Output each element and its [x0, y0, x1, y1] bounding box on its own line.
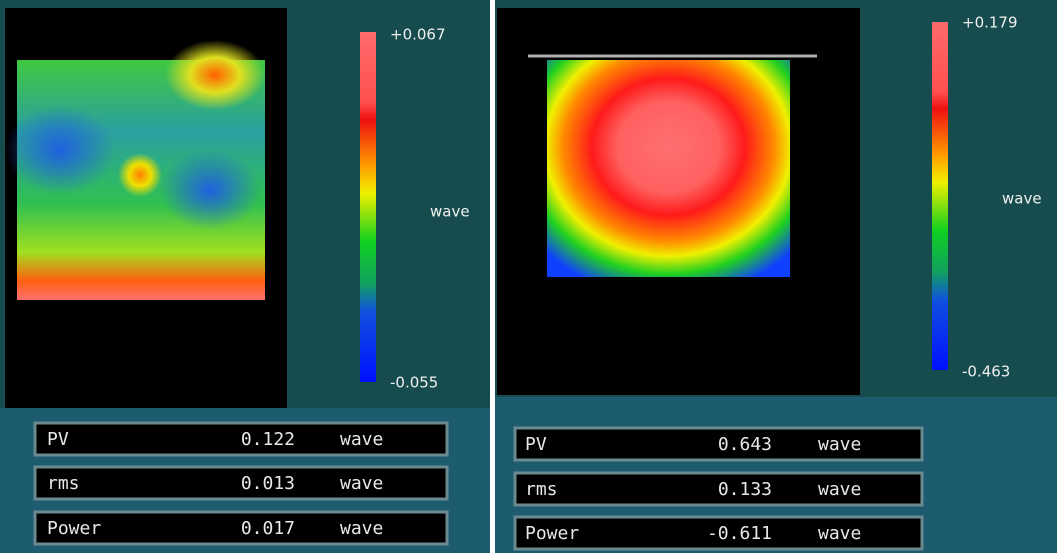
stat-value: 0.643: [718, 434, 772, 455]
scale-min: -0.463: [962, 363, 1010, 381]
scale-max: +0.067: [390, 26, 446, 44]
stat-unit: wave: [818, 523, 861, 544]
stat-box: [513, 515, 924, 551]
color-bar: [932, 22, 948, 370]
map-region: [5, 105, 115, 195]
scale-min: -0.055: [390, 374, 438, 392]
scale-max: +0.179: [962, 14, 1018, 32]
stat-box: [513, 426, 924, 462]
stat-unit: wave: [340, 473, 383, 494]
stat-unit: wave: [818, 479, 861, 500]
surface-map: [547, 60, 790, 277]
map-region: [165, 40, 265, 110]
stat-label: Power: [47, 518, 101, 539]
stat-box: [33, 465, 449, 501]
labels: +0.067 wave -0.055 PV 0.122 wave rms 0.013 wave P…: [33, 14, 1042, 551]
stat-unit: wave: [818, 434, 861, 455]
stat-box: [513, 471, 924, 507]
map-region: [160, 150, 260, 230]
stat-label: Power: [525, 523, 579, 544]
stat-value: 0.133: [718, 479, 772, 500]
map-region: [118, 153, 162, 197]
stat-label: rms: [525, 479, 558, 500]
stat-label: PV: [47, 429, 69, 450]
scale-unit: wave: [1002, 190, 1042, 208]
stat-label: PV: [525, 434, 547, 455]
stat-value: 0.017: [241, 518, 295, 539]
stat-value: 0.122: [241, 429, 295, 450]
color-bar: [360, 32, 376, 382]
scale-unit: wave: [430, 203, 470, 221]
stat-label: rms: [47, 473, 80, 494]
stat-value: 0.013: [241, 473, 295, 494]
stat-box: [33, 510, 449, 546]
stat-value: -0.611: [707, 523, 772, 544]
stat-unit: wave: [340, 429, 383, 450]
stat-unit: wave: [340, 518, 383, 539]
stat-box: [33, 421, 449, 457]
